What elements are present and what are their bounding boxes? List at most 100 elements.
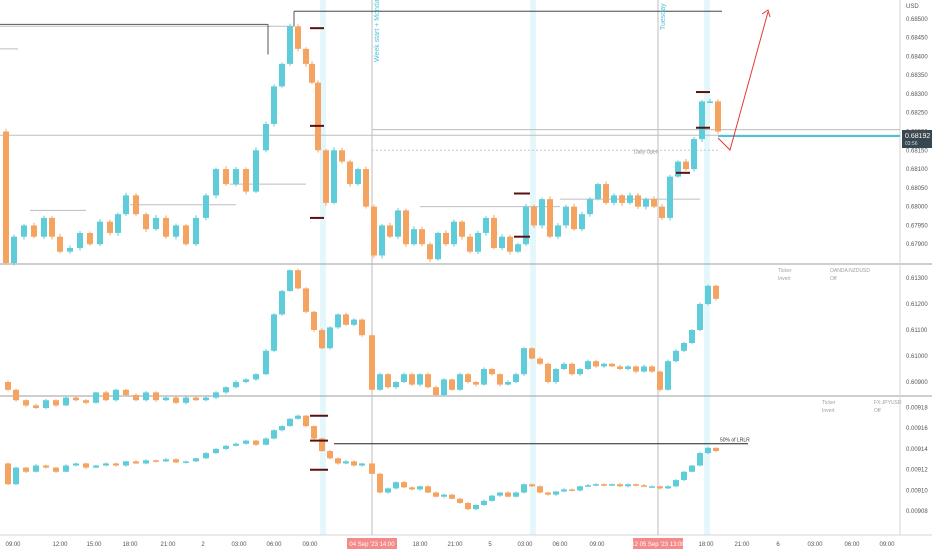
candle[interactable] [385,373,391,389]
candle[interactable] [233,442,239,447]
candle[interactable] [609,483,615,486]
candle[interactable] [619,193,625,206]
candle[interactable] [409,486,415,491]
candle[interactable] [419,226,425,247]
candle[interactable] [633,365,639,374]
candle[interactable] [545,491,551,496]
candle[interactable] [5,380,11,391]
candle[interactable] [641,364,647,373]
candle[interactable] [475,230,481,254]
candle[interactable] [675,160,681,178]
candle[interactable] [369,462,375,475]
candle[interactable] [253,439,259,446]
candle[interactable] [603,181,609,205]
candle[interactable] [319,437,325,452]
candle[interactable] [683,158,689,171]
candle[interactable] [3,128,9,265]
candle[interactable] [425,485,431,494]
candle[interactable] [263,437,269,446]
candle[interactable] [545,362,551,384]
candle[interactable] [539,197,545,229]
candle[interactable] [641,484,647,488]
candle[interactable] [183,224,189,246]
candle[interactable] [253,373,259,382]
candle[interactable] [705,447,711,455]
candle[interactable] [193,457,199,462]
candle[interactable] [441,378,447,397]
candle[interactable] [451,219,457,247]
candle[interactable] [467,233,473,254]
candle[interactable] [499,234,505,251]
candle[interactable] [713,284,719,301]
candle[interactable] [457,497,463,504]
candle[interactable] [53,399,59,408]
candle[interactable] [667,174,673,221]
candle[interactable] [303,47,309,67]
candle[interactable] [417,485,423,491]
candle[interactable] [377,472,383,494]
candle[interactable] [449,494,455,500]
candle[interactable] [143,391,149,402]
candle[interactable] [377,372,383,391]
candle[interactable] [123,388,129,397]
candle[interactable] [441,493,447,498]
candle[interactable] [63,395,69,407]
candle[interactable] [213,167,219,199]
candle[interactable] [223,386,229,395]
candle[interactable] [705,284,711,306]
candle[interactable] [569,362,575,376]
candle[interactable] [97,219,103,247]
candle[interactable] [133,193,139,217]
candle[interactable] [271,312,277,352]
candle[interactable] [657,370,663,392]
candle[interactable] [403,208,409,248]
candle[interactable] [435,231,441,261]
candle[interactable] [77,231,83,251]
candle[interactable] [617,483,623,488]
candle[interactable] [213,448,219,455]
candle[interactable] [673,479,679,488]
candle[interactable] [393,481,399,490]
candle[interactable] [571,203,577,231]
candle[interactable] [279,289,285,316]
candle[interactable] [103,462,109,467]
candle[interactable] [331,147,337,205]
candle[interactable] [659,204,665,220]
candle[interactable] [233,166,239,187]
candle[interactable] [335,457,341,465]
candle[interactable] [553,490,559,496]
candle[interactable] [43,464,49,469]
candle[interactable] [707,98,713,104]
candle[interactable] [295,24,301,52]
candle[interactable] [643,197,649,210]
candle[interactable] [513,491,519,498]
candle[interactable] [173,458,179,464]
candle[interactable] [529,347,535,360]
candle[interactable] [649,365,655,373]
candle[interactable] [243,378,249,384]
candle[interactable] [295,414,301,420]
candle[interactable] [537,357,543,365]
candle[interactable] [21,223,27,240]
candle[interactable] [593,483,599,487]
candle[interactable] [401,480,407,489]
candle[interactable] [691,136,697,172]
candle[interactable] [355,167,361,186]
candle[interactable] [409,372,415,386]
candle[interactable] [31,222,37,239]
candle[interactable] [713,447,719,453]
candle[interactable] [689,329,695,344]
candle[interactable] [657,485,663,490]
candle[interactable] [87,231,93,246]
candle[interactable] [343,312,349,326]
candle[interactable] [593,359,599,368]
candle[interactable] [271,429,277,440]
candle[interactable] [465,373,471,384]
candle[interactable] [173,223,179,240]
candle[interactable] [585,359,591,370]
candle[interactable] [115,212,121,236]
candle[interactable] [681,470,687,482]
candle[interactable] [143,212,149,232]
